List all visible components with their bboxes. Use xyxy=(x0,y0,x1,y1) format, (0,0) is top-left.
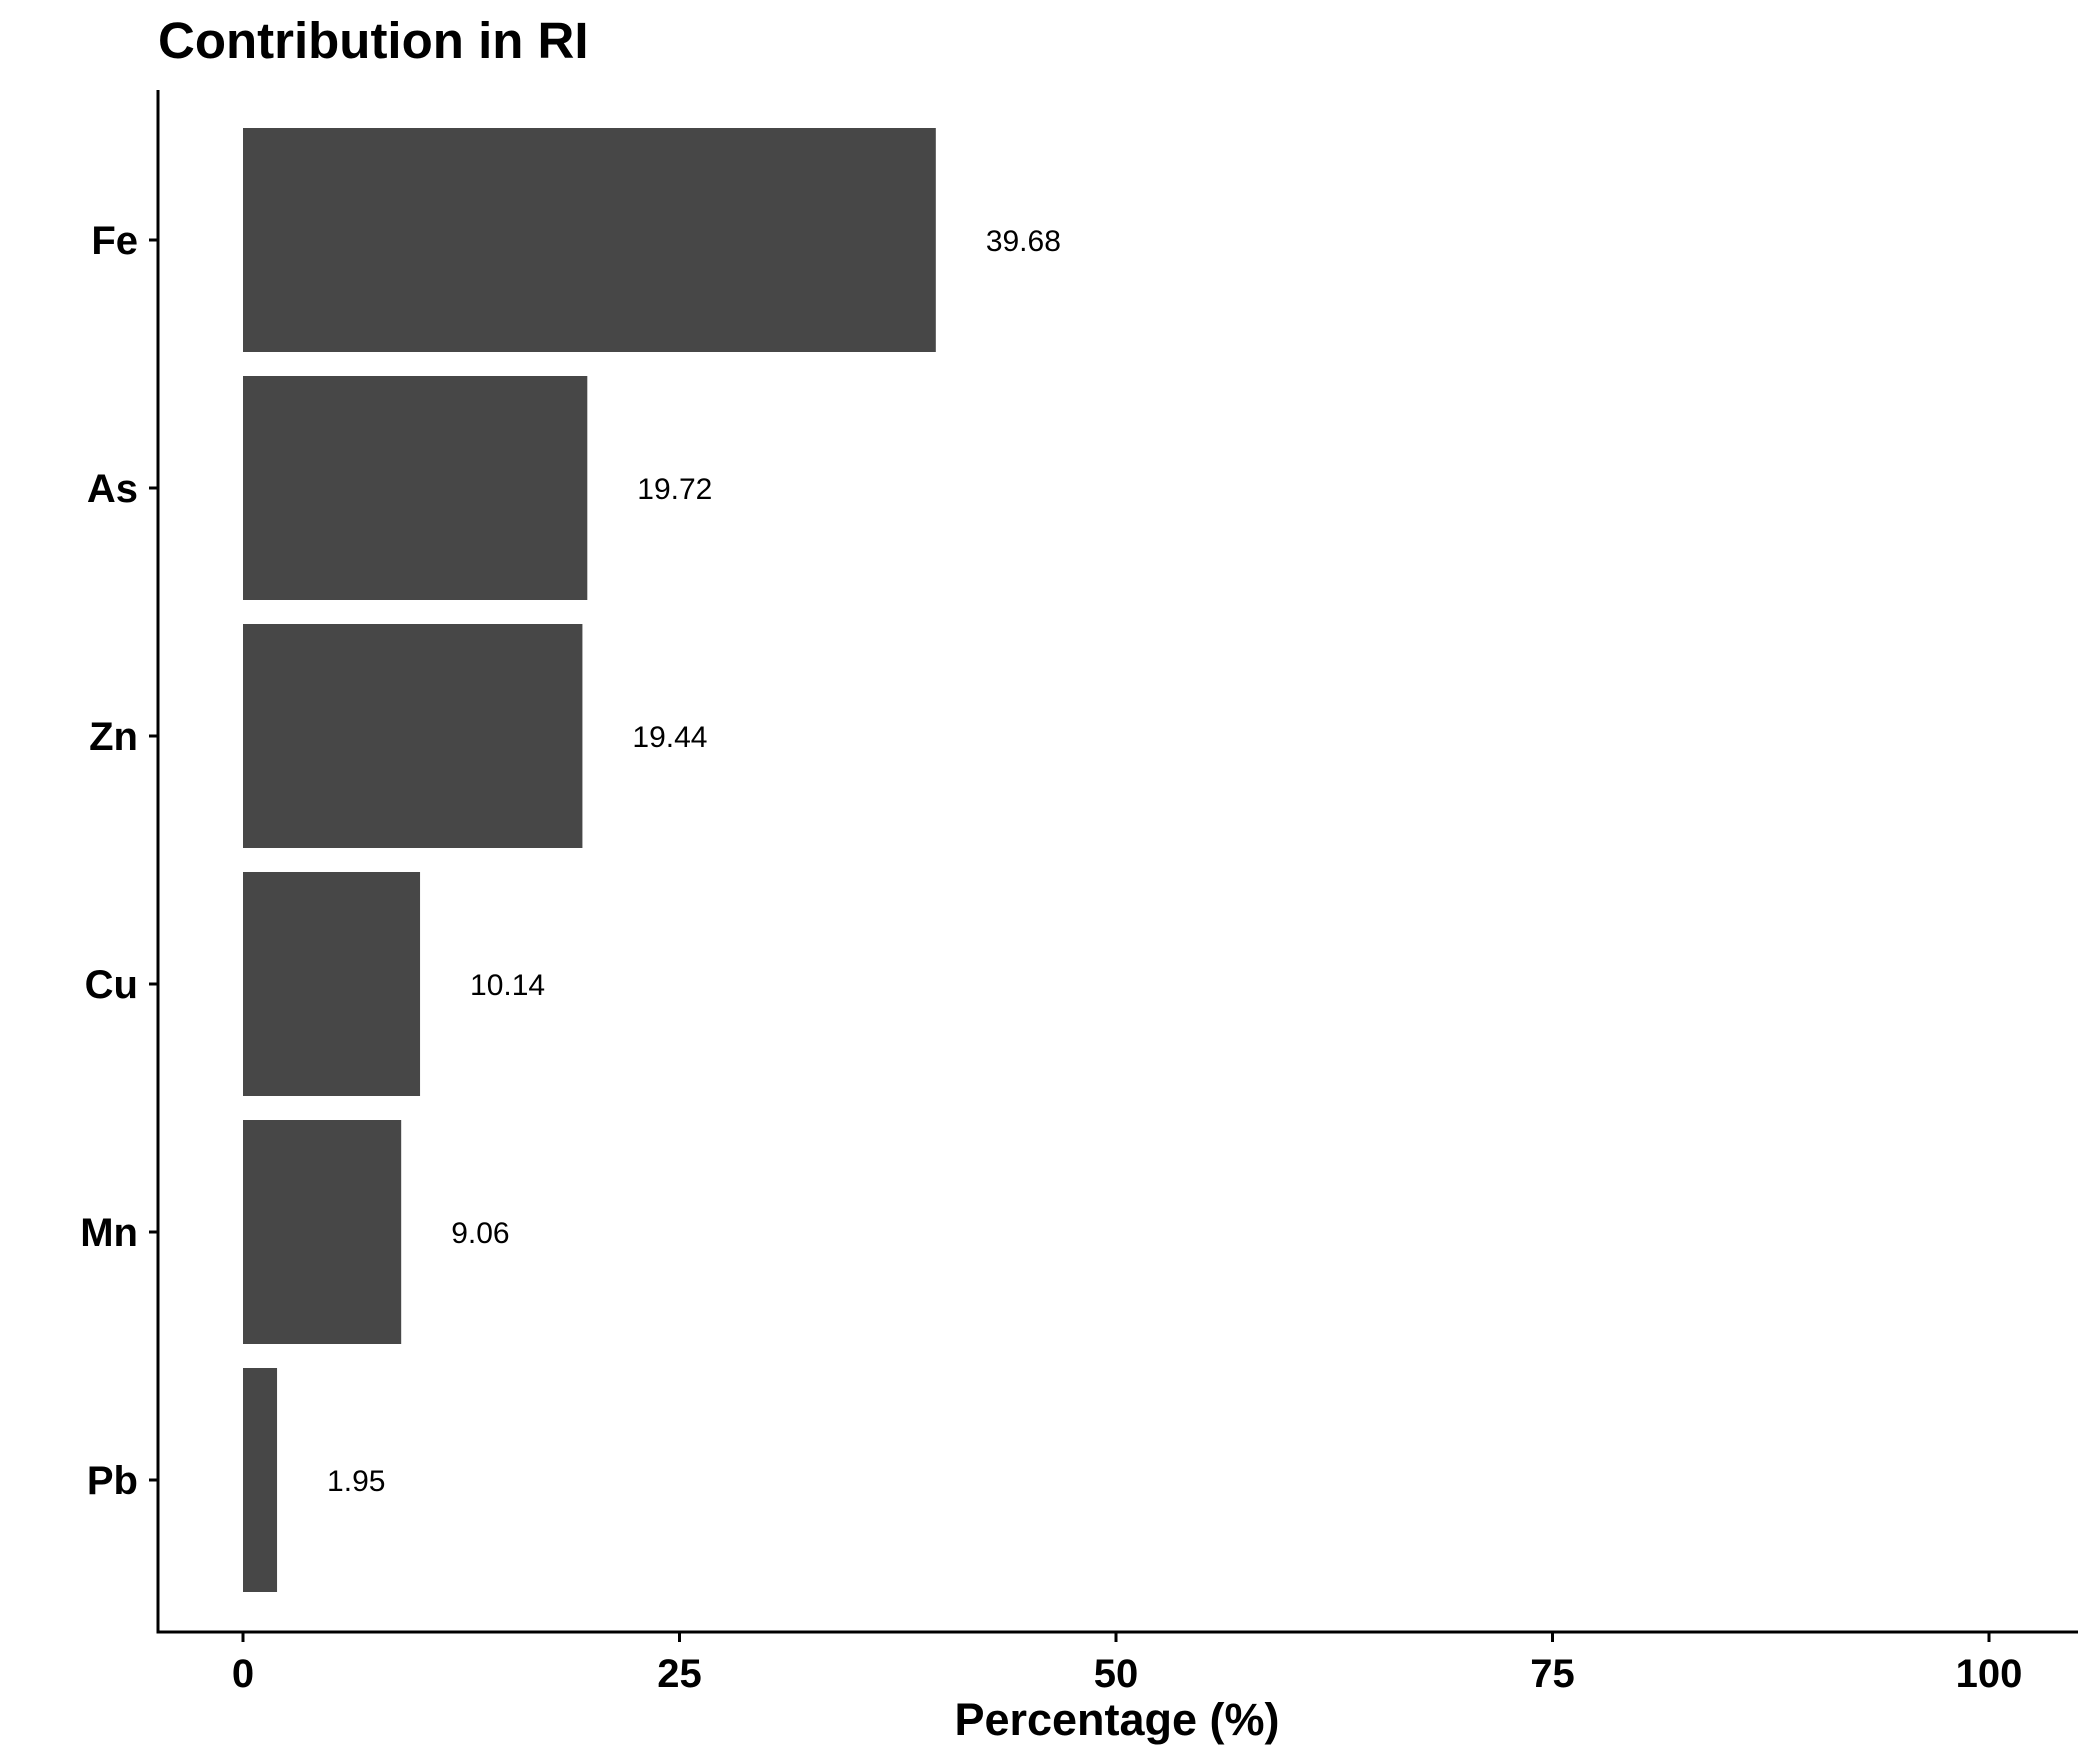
value-label-as: 19.72 xyxy=(637,473,712,506)
bar-fe xyxy=(243,128,936,352)
category-label-fe: Fe xyxy=(91,219,138,263)
x-axis-ticks: 0 25 50 75 100 xyxy=(232,1632,2023,1696)
chart-title: Contribution in RI xyxy=(158,12,589,69)
category-label-mn: Mn xyxy=(80,1211,138,1255)
x-tick-label-25: 25 xyxy=(657,1652,702,1696)
x-tick-label-50: 50 xyxy=(1094,1652,1139,1696)
value-label-zn: 19.44 xyxy=(632,721,707,754)
value-labels-group: 39.68 19.72 19.44 10.14 9.06 1.95 xyxy=(327,225,1061,1498)
category-label-cu: Cu xyxy=(85,963,138,1007)
y-axis-ticks: Fe As Zn Cu Mn Pb xyxy=(80,219,158,1503)
bars-group xyxy=(243,128,936,1592)
x-tick-label-100: 100 xyxy=(1956,1652,2023,1696)
bar-pb xyxy=(243,1368,278,1592)
bar-mn xyxy=(243,1120,402,1344)
category-label-as: As xyxy=(87,467,138,511)
value-label-cu: 10.14 xyxy=(470,969,545,1002)
value-label-pb: 1.95 xyxy=(327,1465,385,1498)
bar-cu xyxy=(243,872,421,1096)
x-tick-label-0: 0 xyxy=(232,1652,254,1696)
value-label-fe: 39.68 xyxy=(986,225,1061,258)
bar-zn xyxy=(243,624,583,848)
value-label-mn: 9.06 xyxy=(451,1217,509,1250)
category-label-pb: Pb xyxy=(87,1459,138,1503)
category-label-zn: Zn xyxy=(89,715,138,759)
x-tick-label-75: 75 xyxy=(1530,1652,1575,1696)
x-axis-title: Percentage (%) xyxy=(954,1694,1279,1745)
bar-as xyxy=(243,376,588,600)
